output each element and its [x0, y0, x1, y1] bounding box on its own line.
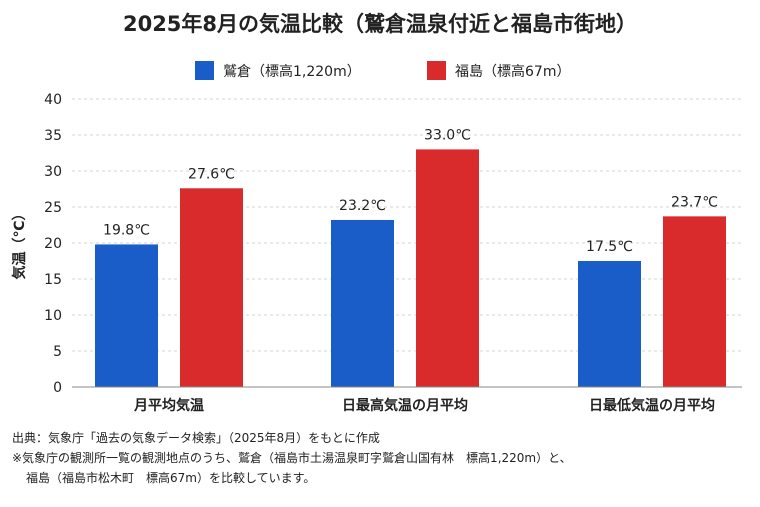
data-label: 23.2℃ [339, 198, 386, 214]
bars [95, 149, 726, 387]
y-tick-label: 0 [53, 380, 62, 396]
remark-note-line2: 福島（福島市松木町 標高67m）を比較しています。 [26, 471, 316, 485]
y-tick-label: 35 [44, 128, 62, 144]
y-tick-label: 15 [44, 272, 62, 288]
data-label: 19.8℃ [103, 222, 150, 238]
chart-title: 2025年8月の気温比較（鷲倉温泉付近と福島市街地） [123, 12, 637, 36]
x-axis-categories: 月平均気温 日最高気温の月平均 日最低気温の月平均 [133, 397, 715, 414]
y-tick-label: 30 [44, 164, 62, 180]
y-axis-label: 気温（℃） [11, 207, 28, 280]
data-label: 33.0℃ [424, 127, 471, 143]
data-label: 17.5℃ [586, 239, 633, 255]
data-labels: 19.8℃ 27.6℃ 23.2℃ 33.0℃ 17.5℃ 23.7℃ [103, 127, 718, 255]
bar [663, 216, 726, 387]
legend-swatch [195, 61, 214, 80]
bar [95, 244, 158, 387]
bar [331, 219, 394, 387]
x-category-label: 日最高気温の月平均 [342, 397, 468, 414]
remark-note-line1: ※気象庁の観測所一覧の観測地点のうち、鷲倉（福島市土湯温泉町字鷲倉山国有林 標高… [12, 451, 572, 465]
y-tick-label: 40 [44, 92, 62, 108]
notes: 出典：気象庁「過去の気象データ検索」（2025年8月）をもとに作成 ※気象庁の観… [12, 428, 572, 488]
data-label: 23.7℃ [671, 194, 718, 210]
source-note: 出典：気象庁「過去の気象データ検索」（2025年8月）をもとに作成 [12, 431, 380, 445]
bar [180, 188, 243, 387]
bar [578, 261, 641, 387]
legend-label: 福島（標高67m） [455, 63, 570, 80]
x-category-label: 月平均気温 [133, 397, 204, 414]
legend: 鷲倉（標高1,220m） 福島（標高67m） [195, 61, 570, 80]
y-tick-label: 20 [44, 236, 62, 252]
y-axis-ticks: 0 5 10 15 20 25 30 35 40 [44, 92, 62, 396]
y-tick-label: 5 [53, 344, 62, 360]
data-label: 27.6℃ [188, 166, 235, 182]
bar [416, 149, 479, 387]
legend-swatch [427, 61, 446, 80]
grid [72, 98, 742, 352]
y-tick-label: 10 [44, 308, 62, 324]
y-tick-label: 25 [44, 200, 62, 216]
x-category-label: 日最低気温の月平均 [589, 397, 715, 414]
legend-label: 鷲倉（標高1,220m） [223, 63, 361, 80]
